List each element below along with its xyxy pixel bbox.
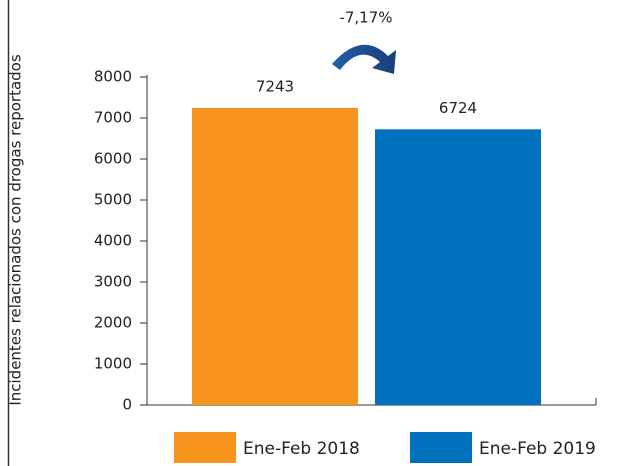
legend-label: Ene-Feb 2018 (243, 439, 360, 459)
value-label: 6724 (439, 99, 477, 117)
y-tick-label: 4000 (94, 232, 132, 250)
y-tick-label: 0 (122, 396, 132, 414)
legend-swatch (410, 432, 472, 463)
legend-swatch (174, 432, 236, 463)
bar (375, 129, 541, 406)
value-label: 7243 (256, 78, 294, 96)
y-tick-label: 2000 (94, 314, 132, 332)
legend-label: Ene-Feb 2019 (479, 439, 596, 459)
y-tick-label: 5000 (94, 191, 132, 209)
annotation: -7,17% (339, 9, 392, 27)
y-tick-label: 7000 (94, 109, 132, 127)
change-arrow (332, 44, 396, 74)
y-axis-title: Incidentes relacionados con drogas repor… (7, 54, 25, 406)
bar (192, 108, 358, 406)
y-tick-label: 6000 (94, 150, 132, 168)
y-tick-label: 1000 (94, 355, 132, 373)
y-tick-label: 8000 (94, 68, 132, 86)
y-tick-label: 3000 (94, 273, 132, 291)
